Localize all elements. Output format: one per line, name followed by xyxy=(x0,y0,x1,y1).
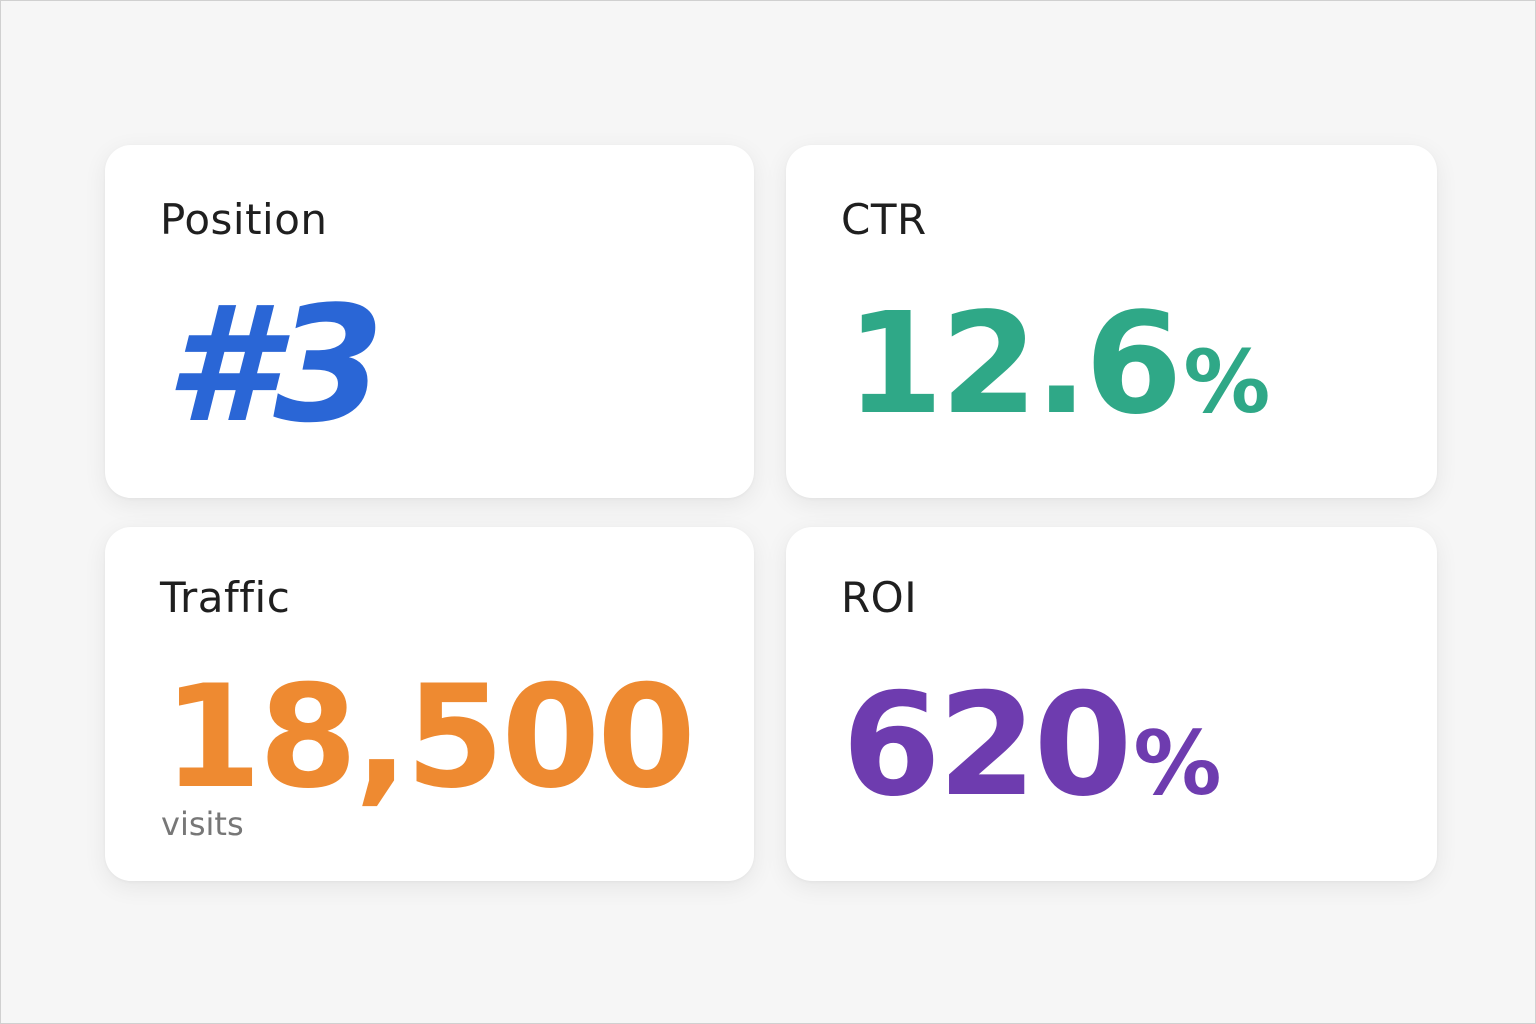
roi-card: ROI 620% xyxy=(786,527,1437,881)
position-label: Position xyxy=(160,195,328,244)
traffic-value: 18,500 xyxy=(163,655,696,820)
position-value: #3 xyxy=(165,271,385,458)
traffic-card: Traffic 18,500 visits xyxy=(105,527,754,881)
roi-label: ROI xyxy=(841,573,918,622)
ctr-card: CTR 12.6% xyxy=(786,145,1437,498)
ctr-value-wrapper: 12.6% xyxy=(846,295,1270,435)
traffic-label: Traffic xyxy=(160,573,291,622)
roi-value-wrapper: 620% xyxy=(842,675,1222,817)
roi-unit: % xyxy=(1133,712,1222,815)
traffic-sublabel: visits xyxy=(161,805,244,843)
metrics-grid: Position #3 CTR 12.6% Traffic 18,500 vis… xyxy=(105,145,1437,881)
position-card: Position #3 xyxy=(105,145,754,498)
ctr-unit: % xyxy=(1183,332,1271,433)
ctr-value: 12.6 xyxy=(846,283,1182,446)
ctr-label: CTR xyxy=(841,195,927,244)
roi-value: 620 xyxy=(842,663,1132,828)
